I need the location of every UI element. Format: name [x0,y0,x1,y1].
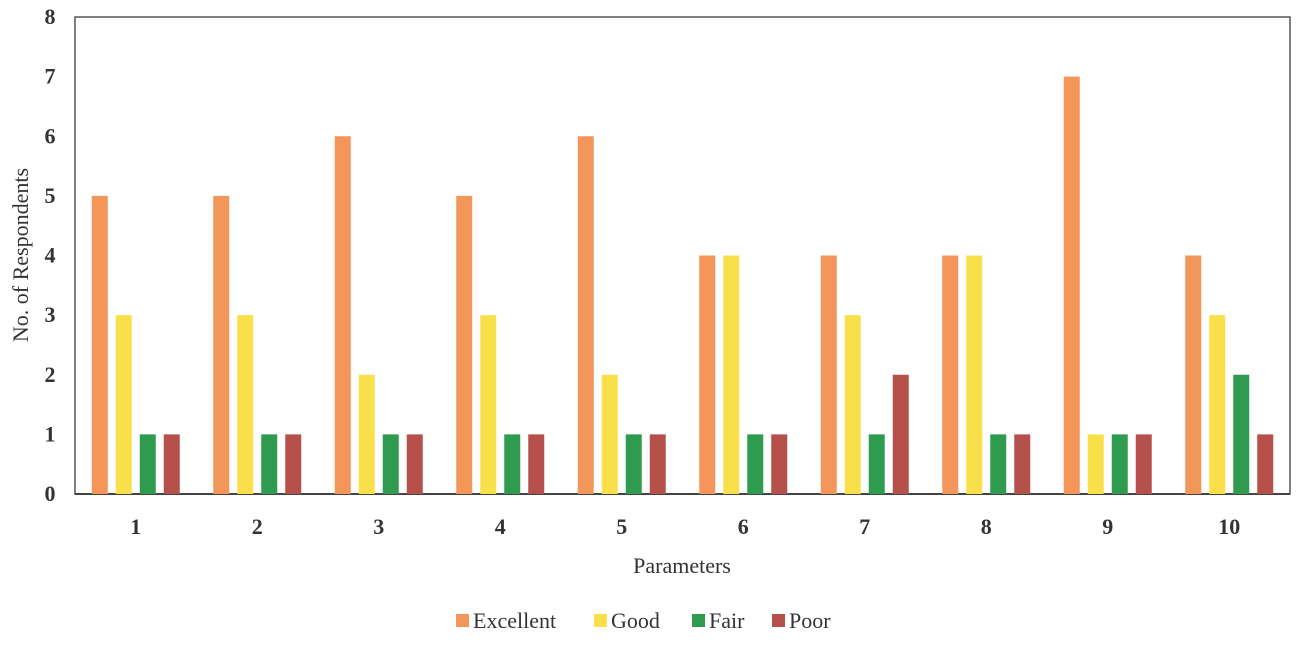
bar-excellent-7 [820,255,837,494]
y-tick-label: 3 [45,302,56,327]
bar-excellent-4 [456,195,473,494]
bar-good-9 [1087,434,1104,494]
bar-poor-3 [406,434,423,494]
legend-swatch-poor [772,614,785,627]
y-tick-label: 5 [45,183,56,208]
bar-good-2 [237,315,254,494]
bar-poor-4 [528,434,545,494]
legend: Excellent Good Fair Poor [456,608,831,633]
bar-fair-10 [1233,374,1250,494]
bar-poor-5 [649,434,666,494]
bar-fair-9 [1111,434,1128,494]
bar-excellent-3 [334,136,351,494]
bar-poor-7 [892,374,909,494]
bar-excellent-10 [1185,255,1202,494]
bar-poor-10 [1257,434,1274,494]
y-axis-title: No. of Respondents [8,168,33,342]
y-tick-label: 6 [45,123,56,148]
legend-label-fair: Fair [709,608,745,633]
bar-fair-7 [868,434,885,494]
bar-good-7 [844,315,861,494]
bar-poor-6 [771,434,788,494]
bar-poor-2 [285,434,302,494]
bar-excellent-2 [213,195,230,494]
bar-fair-2 [261,434,278,494]
bar-fair-3 [382,434,399,494]
bar-excellent-8 [942,255,959,494]
x-tick-label: 1 [130,514,141,539]
legend-label-poor: Poor [789,608,831,633]
legend-swatch-excellent [456,614,469,627]
bar-poor-8 [1014,434,1031,494]
y-tick-label: 8 [45,4,56,29]
legend-label-excellent: Excellent [473,608,556,633]
y-tick-label: 0 [45,481,56,506]
y-tick-label: 2 [45,362,56,387]
plot-frame [74,16,1291,495]
bar-good-8 [966,255,983,494]
bar-good-5 [601,374,618,494]
bar-good-3 [358,374,375,494]
x-axis-ticks: 1 2 3 4 5 6 7 8 9 10 [130,514,1240,539]
x-tick-label: 7 [859,514,870,539]
bar-good-10 [1209,315,1226,494]
legend-swatch-fair [692,614,705,627]
bar-excellent-6 [699,255,716,494]
bar-excellent-5 [577,136,594,494]
bar-poor-1 [163,434,180,494]
bar-fair-6 [747,434,764,494]
bar-fair-4 [504,434,521,494]
bar-fair-5 [625,434,642,494]
bar-good-4 [480,315,497,494]
bar-fair-1 [139,434,156,494]
bar-excellent-1 [91,195,108,494]
x-tick-label: 10 [1218,514,1240,539]
x-axis-title: Parameters [633,553,731,578]
legend-swatch-good [594,614,607,627]
y-tick-label: 7 [45,64,56,89]
bar-excellent-9 [1063,76,1080,494]
y-tick-label: 4 [45,243,56,268]
x-tick-label: 4 [495,514,506,539]
y-tick-label: 1 [45,421,56,446]
bar-good-6 [723,255,740,494]
y-axis-ticks: 0 1 2 3 4 5 6 7 8 [45,4,56,506]
bars [91,76,1274,494]
x-tick-label: 2 [252,514,263,539]
x-tick-label: 8 [981,514,992,539]
x-tick-label: 6 [738,514,749,539]
bar-good-1 [115,315,132,494]
x-tick-label: 5 [616,514,627,539]
x-tick-label: 9 [1102,514,1113,539]
legend-label-good: Good [611,608,660,633]
bar-poor-9 [1135,434,1152,494]
x-tick-label: 3 [373,514,384,539]
bar-fair-8 [990,434,1007,494]
